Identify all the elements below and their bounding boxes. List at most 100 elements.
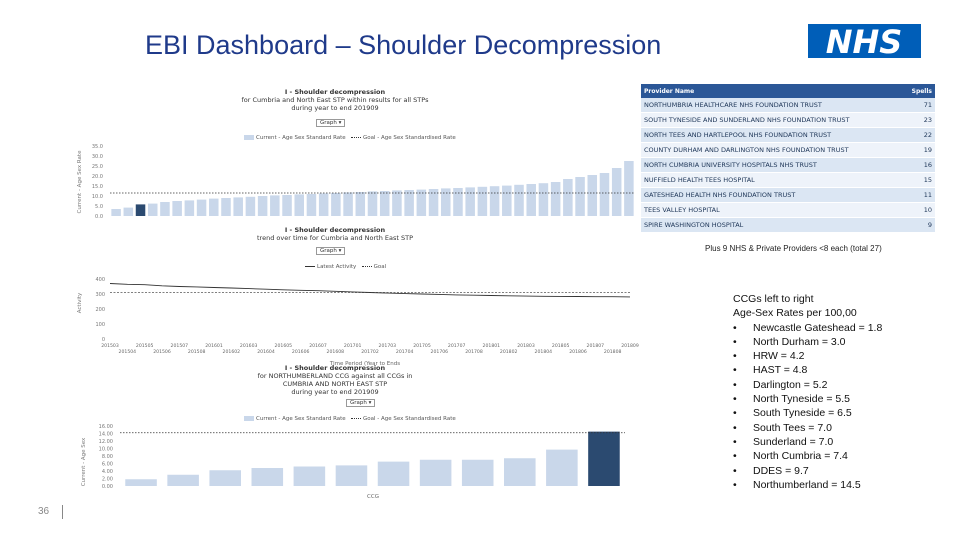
bar[interactable] [331,193,341,216]
bar[interactable] [563,179,573,216]
bar[interactable] [125,479,157,486]
bar[interactable] [546,449,578,486]
bar[interactable] [550,182,561,216]
spells-header[interactable]: Spells [902,84,935,98]
provider-row[interactable]: TEES VALLEY HOSPITAL 10 [641,202,935,218]
bar[interactable] [294,194,305,216]
bar[interactable] [428,189,439,216]
provider-name-header[interactable]: Provider Name [641,84,903,98]
x-tick-label: 201507 [171,343,189,349]
providers-note: Plus 9 NHS & Private Providers <8 each (… [705,244,882,253]
ccg-item: South Tees = 7.0 [733,421,882,436]
bar[interactable] [419,459,452,486]
provider-spells: 23 [902,112,935,128]
bar[interactable] [526,184,536,216]
provider-row[interactable]: NORTHUMBRIA HEALTHCARE NHS FOUNDATION TR… [641,98,935,113]
chart1-view-dropdown[interactable]: Graph ▾ [316,119,346,127]
provider-name: NORTH TEES AND HARTLEPOOL NHS FOUNDATION… [641,127,903,143]
bar[interactable] [538,183,549,216]
x-tick-label: 201805 [552,343,570,349]
x-tick-label: 201802 [500,349,518,355]
bar[interactable] [111,209,121,216]
x-tick-label: 201508 [188,349,206,355]
x-tick-label: 201806 [569,349,587,355]
bar[interactable] [123,207,134,216]
bar[interactable] [135,204,146,216]
ccg-heading1: CCGs left to right [733,293,814,305]
y-tick-label: 200 [95,307,105,313]
bar[interactable] [147,203,158,216]
chart1-subtitle2: during year to end 201909 [291,104,379,112]
ccg-item: HAST = 4.8 [733,363,882,378]
bar[interactable] [504,458,536,486]
bar[interactable] [221,198,231,216]
bar[interactable] [440,188,451,216]
y-tick-label: 100 [95,322,105,328]
bar[interactable] [599,173,610,216]
provider-row[interactable]: COUNTY DURHAM AND DARLINGTON NHS FOUNDAT… [641,142,935,158]
provider-row[interactable]: NORTH CUMBRIA UNIVERSITY HOSPITALS NHS T… [641,157,935,173]
bar[interactable] [293,466,326,487]
bar[interactable] [233,197,243,216]
bar[interactable] [587,175,598,216]
bar[interactable] [588,431,620,486]
chart2-legend-goal: Goal [373,264,387,270]
y-tick-label: 8.00 [102,454,113,460]
bar[interactable] [318,193,329,216]
bar[interactable] [335,465,368,486]
bar[interactable] [404,190,414,216]
bar[interactable] [209,470,241,486]
bar[interactable] [184,200,195,216]
chart1-legend-line: Goal - Age Sex Standardised Rate [362,135,456,141]
provider-spells: 15 [902,172,935,188]
x-tick-label: 201504 [119,349,137,355]
chart3-view-dropdown[interactable]: Graph ▾ [346,399,376,407]
x-tick-label: 201602 [223,349,241,355]
bar[interactable] [416,189,427,216]
bar[interactable] [172,201,182,216]
bar[interactable] [453,188,463,216]
bar[interactable] [379,191,390,216]
ccg-item: Newcastle Gateshead = 1.8 [733,321,882,336]
bar[interactable] [392,190,402,216]
x-tick-label: 201605 [275,343,293,349]
y-tick-label: 6.00 [102,462,113,468]
bar[interactable] [209,198,219,216]
bar[interactable] [502,185,512,216]
bar[interactable] [611,168,622,216]
provider-row[interactable]: GATESHEAD HEALTH NHS FOUNDATION TRUST 11 [641,187,935,203]
bar[interactable] [257,196,268,216]
chart2-legend-line: Latest Activity [317,264,357,270]
provider-row[interactable]: SOUTH TYNESIDE AND SUNDERLAND NHS FOUNDA… [641,112,935,128]
chart2-title: I - Shoulder decompression trend over ti… [240,226,430,242]
y-tick-label: 30.0 [92,154,103,160]
bar[interactable] [196,199,207,216]
bar[interactable] [306,194,317,216]
bar[interactable] [489,186,500,216]
provider-row[interactable]: NUFFIELD HEALTH TEES HOSPITAL 15 [641,172,935,188]
y-tick-label: 300 [95,292,105,298]
bar[interactable] [343,192,353,216]
chart3-subtitle2: CUMBRIA AND NORTH EAST STP [282,380,388,388]
bar[interactable] [167,474,199,486]
bar[interactable] [514,184,524,216]
bar[interactable] [282,195,292,216]
bar[interactable] [377,461,410,486]
bar[interactable] [575,177,585,216]
chart2-view-dropdown[interactable]: Graph ▾ [316,247,346,255]
bar[interactable] [245,196,256,216]
ccg-item: Northumberland = 14.5 [733,478,882,493]
bar[interactable] [477,186,488,216]
bar[interactable] [270,195,280,216]
provider-row[interactable]: NORTH TEES AND HARTLEPOOL NHS FOUNDATION… [641,127,935,143]
bar[interactable] [160,202,170,216]
nhs-logo-text: NHS [826,24,903,58]
bar[interactable] [367,191,378,216]
bar[interactable] [624,161,634,216]
bar[interactable] [355,192,366,216]
bar[interactable] [461,459,494,486]
bar[interactable] [465,187,475,216]
provider-spells: 10 [902,202,935,218]
bar[interactable] [251,468,284,486]
provider-row[interactable]: SPIRE WASHINGTON HOSPITAL 9 [641,217,935,233]
